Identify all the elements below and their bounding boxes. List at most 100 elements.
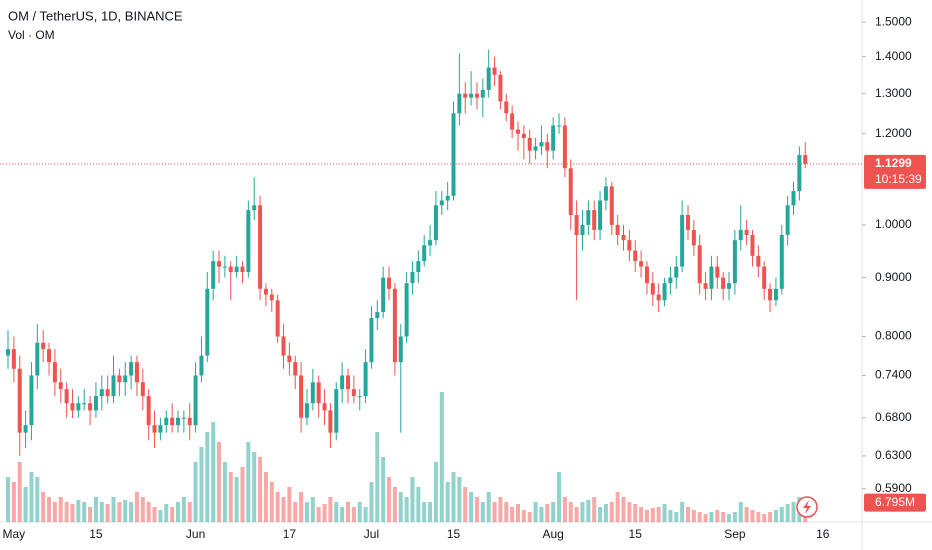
candle-body — [170, 417, 175, 426]
candle-body — [304, 403, 309, 418]
volume-bar — [750, 510, 755, 522]
candle-body — [181, 417, 186, 419]
candle-body — [76, 403, 81, 411]
volume-bar — [756, 512, 761, 522]
volume-bar — [680, 502, 685, 522]
volume-bar — [293, 502, 298, 522]
volume-bar — [486, 492, 491, 522]
replay-icon[interactable] — [796, 496, 818, 518]
volume-bar — [23, 487, 28, 522]
volume-bar — [621, 497, 626, 522]
volume-bar — [70, 504, 75, 522]
volume-bar — [258, 457, 263, 522]
volume-bar — [469, 492, 474, 522]
candle-body — [252, 205, 257, 211]
volume-bar — [392, 487, 397, 522]
y-tick-label: 1.0000 — [875, 217, 912, 231]
volume-bar — [404, 497, 409, 522]
candle-body — [515, 129, 520, 134]
candle-body — [23, 425, 28, 433]
volume-bar — [603, 504, 608, 522]
volume-bar — [574, 507, 579, 522]
candle-body — [64, 389, 69, 404]
candle-body — [99, 389, 104, 397]
countdown: 10:15:39 — [875, 172, 922, 186]
volume-bar — [656, 507, 661, 522]
candle-body — [375, 312, 380, 319]
volume-bar — [310, 497, 315, 522]
candle-body — [486, 67, 491, 90]
candle-body — [463, 93, 468, 98]
candle-body — [768, 288, 773, 301]
volume-bar — [76, 500, 81, 522]
volume-bar — [246, 442, 251, 522]
candle-body — [263, 288, 268, 295]
candle-body — [234, 266, 239, 273]
volume-bar — [17, 462, 22, 522]
volume-bar — [205, 432, 210, 522]
volume-bar — [82, 502, 87, 522]
volume-bar — [697, 512, 702, 522]
volume-bar — [644, 510, 649, 522]
volume-bar — [175, 502, 180, 522]
candle-body — [439, 200, 444, 206]
candle-body — [205, 288, 210, 356]
candle-body — [715, 266, 720, 278]
candle-body — [685, 214, 690, 230]
volume-bar — [428, 502, 433, 522]
volume-bar — [474, 497, 479, 522]
candle-body — [416, 261, 421, 273]
candle-body — [703, 283, 708, 289]
volume-bar — [738, 502, 743, 522]
volume-bar — [779, 507, 784, 522]
candle-body — [246, 210, 251, 273]
volume-bar — [533, 502, 538, 522]
candle-body — [521, 133, 526, 138]
candle-body — [639, 261, 644, 267]
volume-bar — [627, 502, 632, 522]
candle-body — [228, 266, 233, 273]
volume-bar — [199, 447, 204, 522]
price-tag-label: 1.1299 — [875, 156, 912, 170]
candle-body — [340, 375, 345, 390]
candle-body — [445, 195, 450, 201]
volume-bar — [439, 392, 444, 522]
volume-bar — [762, 514, 767, 522]
candle-body — [428, 240, 433, 246]
volume-bar — [193, 462, 198, 522]
candle-body — [82, 403, 87, 405]
candle-body — [275, 300, 280, 337]
volume-bar — [187, 502, 192, 522]
y-tick-label: 0.6300 — [875, 448, 912, 462]
volume-bar — [263, 472, 268, 522]
candle-body — [603, 186, 608, 201]
volume-bar — [52, 502, 57, 522]
candle-body — [41, 342, 46, 350]
candle-body — [381, 277, 386, 313]
volume-bar — [527, 512, 532, 522]
candle-body — [785, 205, 790, 235]
candle-body — [29, 375, 34, 426]
candle-body — [744, 229, 749, 235]
x-tick-label: Aug — [542, 527, 563, 541]
volume-bar — [334, 502, 339, 522]
candle-body — [480, 89, 485, 98]
candle-body — [70, 403, 75, 411]
volume-bar — [105, 504, 110, 522]
volume-bar — [275, 492, 280, 522]
volume-bar — [88, 507, 93, 522]
candle-body — [316, 382, 321, 404]
candle-body — [662, 283, 667, 301]
volume-bar — [345, 502, 350, 522]
candle-body — [93, 396, 98, 411]
candle-body — [369, 318, 374, 363]
candle-body — [222, 266, 227, 268]
x-tick-label: 15 — [447, 527, 461, 541]
volume-bar — [510, 507, 515, 522]
volume-tag-label: 6.795M — [875, 495, 915, 509]
candle-body — [474, 93, 479, 98]
candle-body — [392, 288, 397, 363]
volume-bar — [785, 504, 790, 522]
candle-body — [269, 294, 274, 301]
